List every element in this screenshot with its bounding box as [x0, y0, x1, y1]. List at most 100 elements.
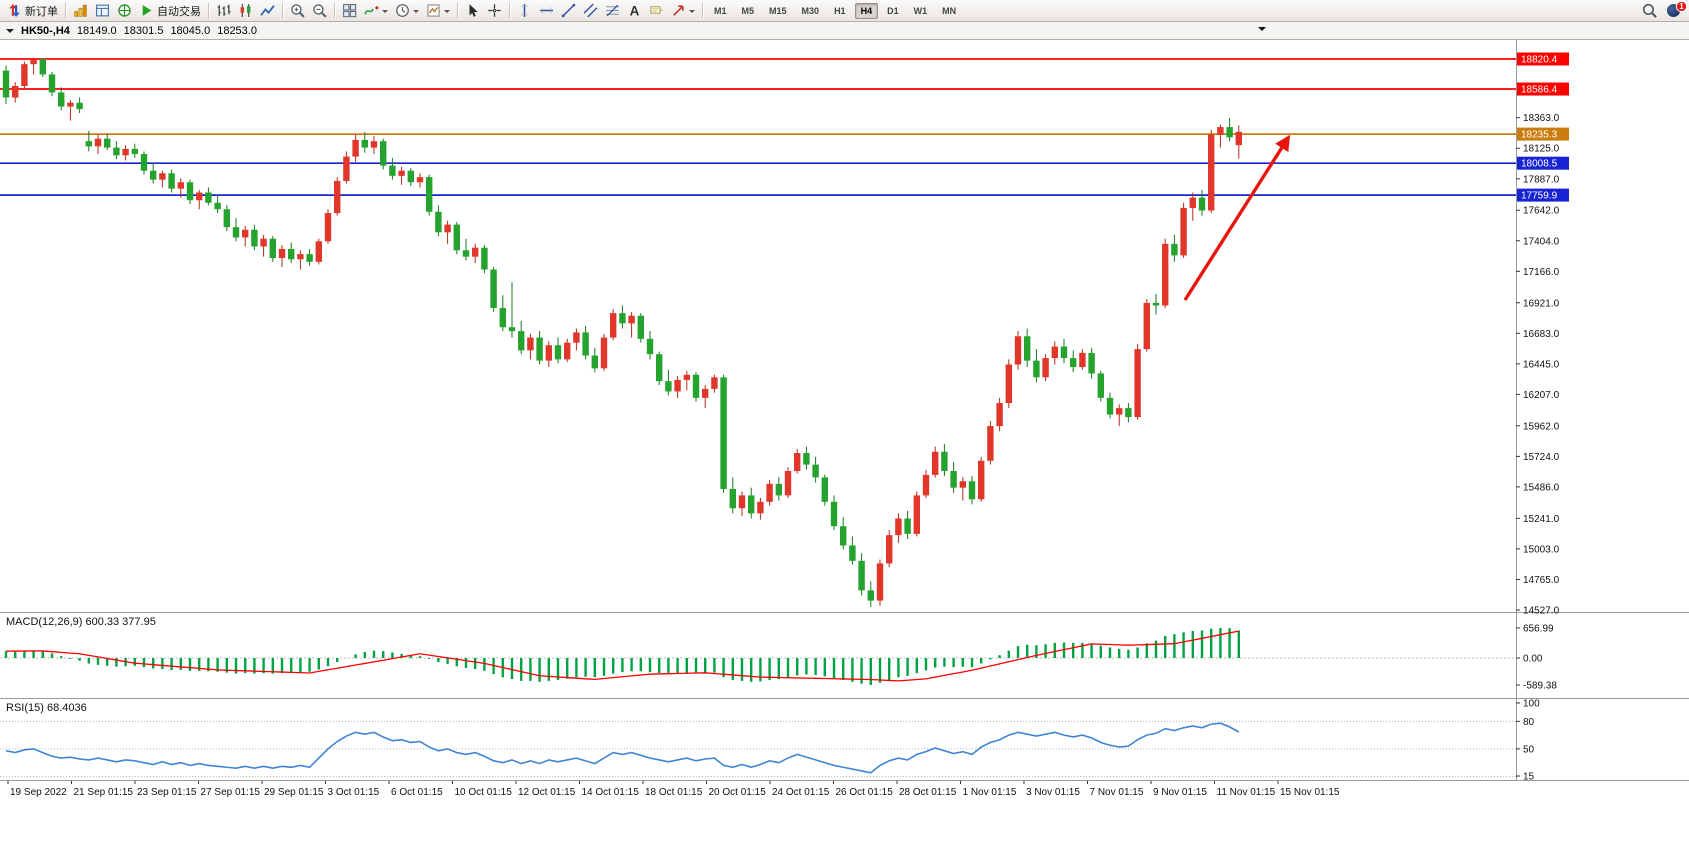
timeframe-H1[interactable]: H1 — [834, 5, 846, 16]
price-tick-label: 15486.0 — [1523, 482, 1560, 493]
candle-body — [968, 481, 976, 500]
candle-body — [821, 477, 828, 502]
candle-body — [269, 238, 276, 258]
candle-body — [720, 377, 727, 489]
candle-body — [840, 526, 847, 546]
chart-collapse-icon[interactable] — [6, 28, 14, 37]
charts-icon[interactable] — [70, 1, 91, 20]
price-line-flag-label: 18008.5 — [1521, 159, 1558, 170]
candle-body — [453, 224, 460, 251]
timeframe-M5[interactable]: M5 — [741, 5, 755, 16]
indicators-icon[interactable] — [361, 1, 391, 20]
dropdown-caret-icon[interactable] — [689, 9, 695, 16]
candle-body — [959, 481, 966, 488]
candle-body — [159, 173, 166, 180]
notifications-button[interactable]: 1 — [1661, 0, 1687, 20]
bars-icon — [216, 3, 231, 18]
horizontal-line-icon[interactable] — [536, 1, 557, 20]
candle-body — [444, 224, 451, 233]
timeframe-W1[interactable]: W1 — [913, 5, 928, 16]
trend-arrow-annotation[interactable] — [1183, 134, 1291, 301]
price-tick-label: 14527.0 — [1523, 605, 1560, 616]
text-label-icon[interactable] — [646, 1, 667, 20]
chart-canvas[interactable]: 18363.0 18125.0 17887.0 17642.0 17404.0 17166… — [0, 40, 1689, 864]
zoom-in-icon[interactable] — [287, 1, 308, 20]
price-tick-label: 16207.0 — [1523, 390, 1560, 401]
macd-panel: MACD(12,26,9) 600.33 377.95 656.99 0.00 -58… — [0, 616, 1557, 691]
zoom-in-icon — [290, 3, 305, 18]
periods-icon[interactable] — [392, 1, 422, 20]
price-tick-label: 16683.0 — [1523, 329, 1560, 340]
candle-body — [849, 545, 856, 561]
toolbar-separator — [702, 3, 703, 18]
candle-body — [858, 560, 865, 591]
candle-body — [619, 313, 626, 324]
timeframe-M30[interactable]: M30 — [801, 5, 820, 16]
fibo-icon — [605, 3, 620, 18]
arrows-icon[interactable] — [668, 1, 698, 20]
timeframe-M1[interactable]: M1 — [714, 5, 727, 16]
horizontal-lines-layer[interactable] — [0, 58, 1516, 196]
candle-body — [306, 254, 313, 262]
notification-count-badge: 1 — [1676, 0, 1687, 12]
candle-body — [886, 535, 893, 564]
candle-body — [324, 213, 332, 242]
label-icon — [649, 3, 664, 18]
candles-layer — [2, 57, 1242, 608]
candle-body — [1106, 397, 1114, 415]
bar-chart-icon[interactable] — [213, 1, 234, 20]
market-watch-icon[interactable] — [92, 1, 113, 20]
zoom-out-icon[interactable] — [309, 1, 330, 20]
candle-body — [1014, 336, 1022, 365]
line-chart-icon[interactable] — [257, 1, 278, 20]
search-icon[interactable] — [1639, 1, 1660, 20]
cursor-icon[interactable] — [462, 1, 483, 20]
price-line-flag — [1517, 188, 1569, 202]
time-axis-label: 3 Oct 01:15 — [328, 787, 380, 798]
timeframe-M15[interactable]: M15 — [769, 5, 787, 16]
navigator-icon[interactable] — [114, 1, 135, 20]
new-order-icon — [7, 3, 22, 18]
candle-body — [462, 250, 470, 257]
candle-body — [278, 248, 286, 258]
dropdown-caret-icon[interactable] — [444, 9, 450, 16]
rsi-scale-label: 50 — [1523, 744, 1535, 755]
dropdown-caret-icon[interactable] — [413, 9, 419, 16]
macd-signal-line — [5, 630, 1239, 682]
templates-icon[interactable] — [423, 1, 453, 20]
tile-windows-icon[interactable] — [339, 1, 360, 20]
candle-body — [748, 495, 755, 514]
chart-title-bar: HK50-,H4 18149.0 18301.5 18045.0 18253.0 — [0, 22, 1689, 40]
candle-body — [1033, 360, 1040, 378]
timeframe-D1[interactable]: D1 — [887, 5, 899, 16]
candle-body — [58, 92, 65, 107]
fibonacci-icon[interactable] — [602, 1, 623, 20]
candle-body — [370, 141, 378, 148]
candlestick-chart-icon[interactable] — [235, 1, 256, 20]
new-order-button-label: 新订单 — [25, 5, 58, 18]
toolbar: 新订单 自动交易 A M1 M5 M15 M30 H1 H4 D1 W1 MN 1 — [0, 0, 1689, 22]
equidistant-channel-icon[interactable] — [580, 1, 601, 20]
candle-body — [426, 177, 433, 212]
time-axis-label: 7 Nov 01:15 — [1090, 787, 1144, 798]
shapes-icon — [671, 3, 686, 18]
candle-body — [518, 331, 525, 351]
candle-body — [260, 238, 267, 247]
vertical-line-icon[interactable] — [514, 1, 535, 20]
trendline-icon[interactable] — [558, 1, 579, 20]
search-icon — [1642, 3, 1657, 18]
price-line-flag-label: 17759.9 — [1521, 191, 1558, 202]
new-order-button[interactable]: 新订单 — [4, 1, 61, 20]
time-axis[interactable]: 19 Sep 2022 21 Sep 01:15 23 Sep 01:15 27 Se… — [7, 781, 1340, 798]
text-icon[interactable]: A — [624, 1, 645, 20]
price-axis[interactable]: 18363.0 18125.0 17887.0 17642.0 17404.0 17166… — [1516, 52, 1569, 617]
candle-body — [729, 488, 736, 509]
crosshair-icon[interactable] — [484, 1, 505, 20]
rsi-label: RSI(15) 68.4036 — [6, 702, 87, 714]
timeframe-MN[interactable]: MN — [942, 5, 957, 16]
dropdown-caret-icon[interactable] — [382, 9, 388, 16]
price-tick-label: 18363.0 — [1523, 113, 1560, 124]
timeframe-H4[interactable]: H4 — [854, 2, 879, 19]
rsi-scale-label: 15 — [1523, 772, 1535, 783]
auto-trading-button[interactable]: 自动交易 — [136, 1, 204, 20]
